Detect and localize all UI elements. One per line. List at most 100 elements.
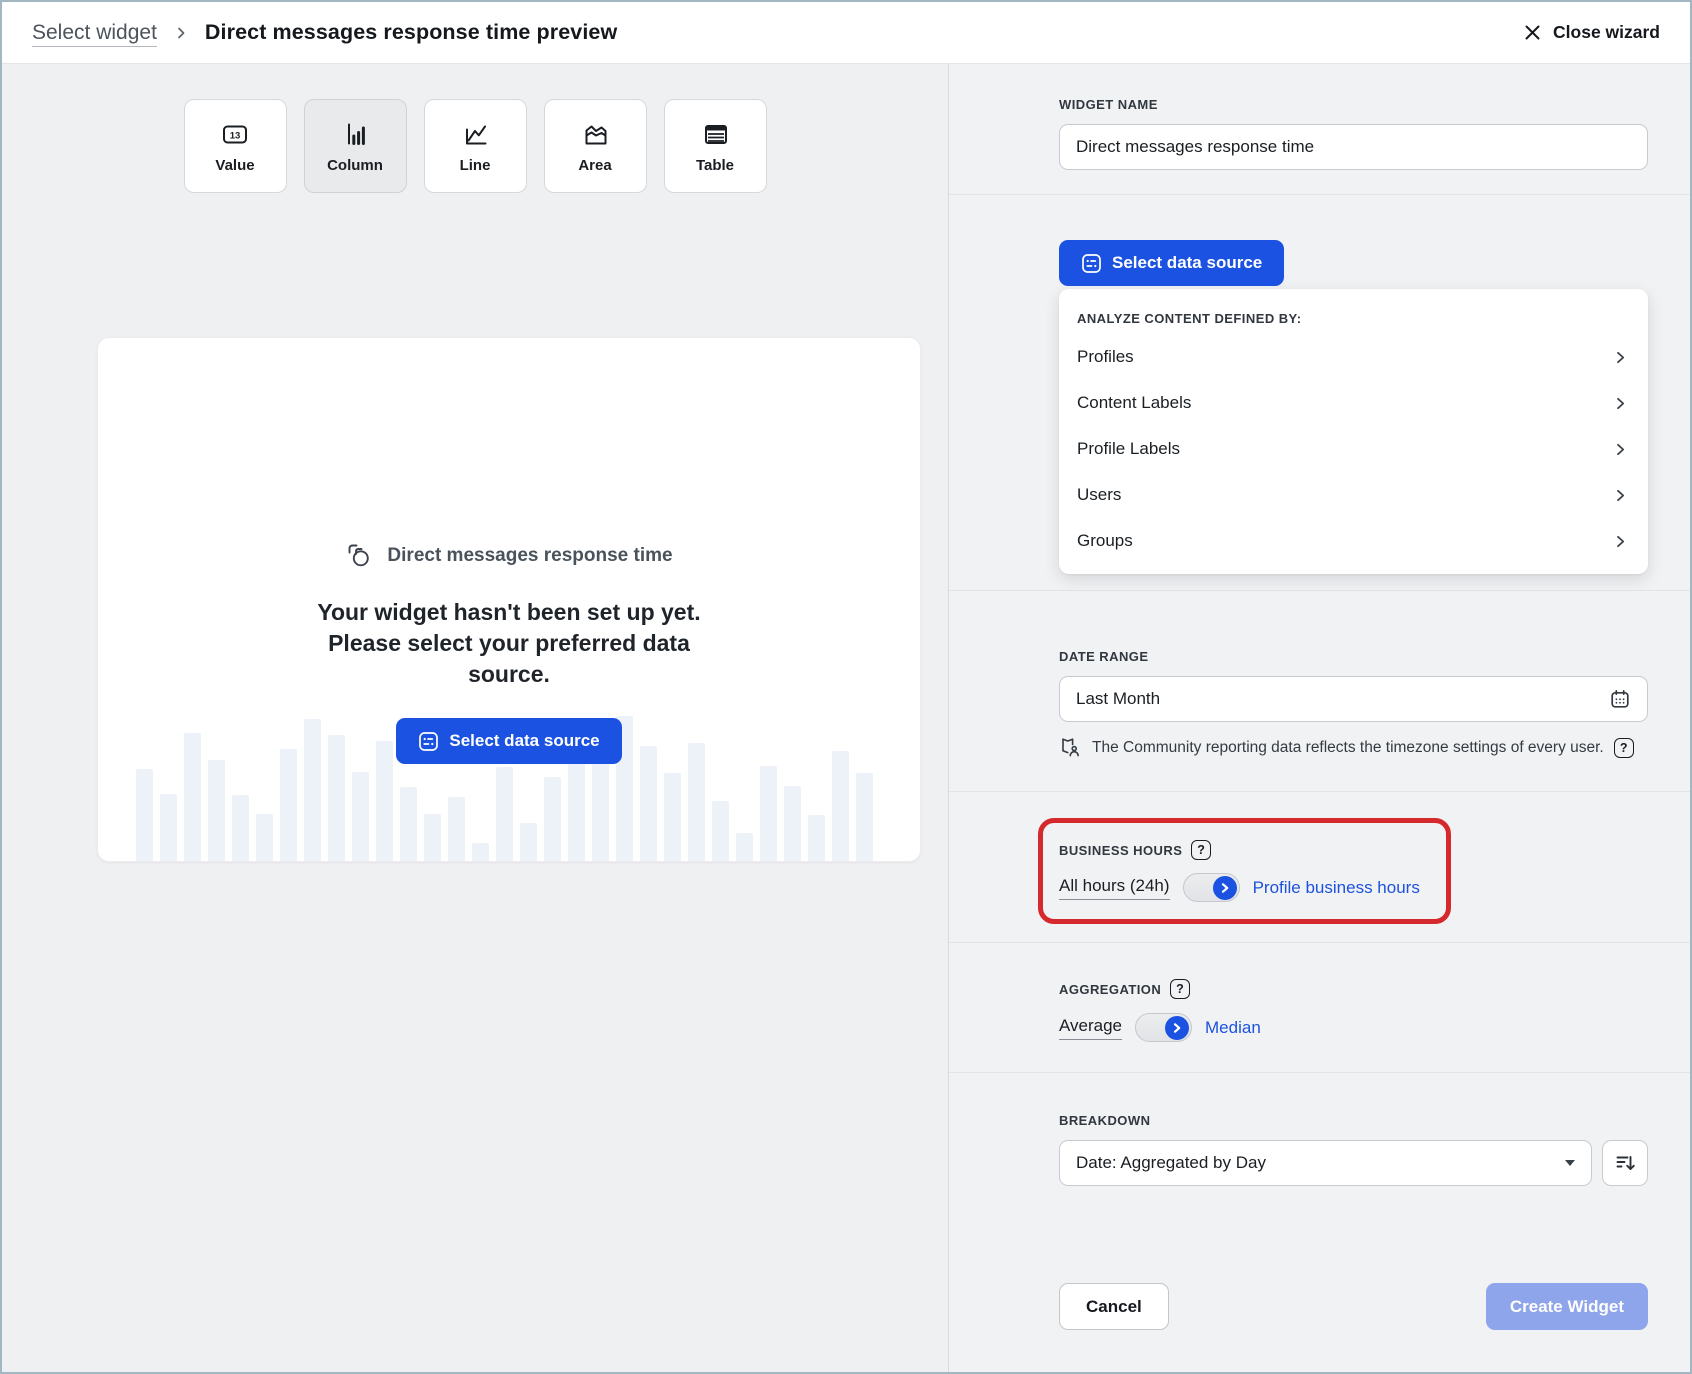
data-source-option[interactable]: Content Labels: [1059, 380, 1648, 426]
preview-bar: [760, 766, 777, 861]
business-hours-help-icon[interactable]: ?: [1191, 840, 1212, 860]
preview-bar: [592, 761, 609, 861]
widget-type-line[interactable]: Line: [423, 99, 527, 193]
preview-bar: [352, 772, 369, 861]
preview-bar: [664, 773, 681, 861]
breadcrumb-chevron-icon: [173, 25, 189, 41]
preview-bar: [520, 823, 537, 861]
data-source-option[interactable]: Users: [1059, 472, 1648, 518]
breakdown-select[interactable]: Date: Aggregated by Day: [1059, 1140, 1592, 1186]
empty-state-headline: Your widget hasn't been set up yet. Plea…: [317, 599, 701, 687]
preview-bar: [712, 801, 729, 861]
data-source-option-label: Groups: [1077, 531, 1133, 550]
widget-type-label: Table: [695, 157, 735, 174]
data-source-option[interactable]: Groups: [1059, 518, 1648, 564]
preview-bars: [136, 716, 873, 861]
preview-bar: [568, 733, 585, 861]
date-range-label: DATE RANGE: [1059, 649, 1149, 664]
toggle-knob-icon: [1165, 1015, 1190, 1040]
date-range-select[interactable]: Last Month: [1059, 676, 1648, 722]
business-hours-label-row: BUSINESS HOURS ?: [1059, 840, 1420, 860]
widget-type-label: Line: [459, 157, 491, 174]
preview-bar: [856, 773, 873, 861]
widget-name-label: WIDGET NAME: [1059, 97, 1158, 112]
preview-bar: [736, 833, 753, 861]
data-source-option[interactable]: Profiles: [1059, 334, 1648, 380]
aggregation-help-icon[interactable]: ?: [1170, 979, 1191, 999]
preview-bar: [424, 814, 441, 861]
data-source-dropdown-header: ANALYZE CONTENT DEFINED BY:: [1077, 311, 1302, 326]
business-hours-toggle[interactable]: [1182, 873, 1240, 902]
widget-preview-card: Direct messages response time Your widge…: [97, 337, 921, 862]
timezone-info-row: The Community reporting data reflects th…: [1059, 736, 1648, 759]
average-option[interactable]: Average: [1059, 1016, 1123, 1040]
aggregation-label-row: AGGREGATION ?: [1059, 979, 1648, 999]
preview-bar: [472, 843, 489, 861]
all-hours-option[interactable]: All hours (24h): [1059, 876, 1170, 900]
data-source-section: Select data source ANALYZE CONTENT DEFIN…: [949, 195, 1690, 591]
data-source-option-list: Profiles Content Labels Profile Labels: [1059, 334, 1648, 564]
community-timezone-icon: [1062, 738, 1079, 757]
timezone-info-text: The Community reporting data reflects th…: [1092, 738, 1604, 756]
breadcrumb-select-widget[interactable]: Select widget: [32, 20, 157, 44]
calendar-icon: [1611, 689, 1629, 708]
preview-bar: [784, 786, 801, 861]
caret-down-icon: [1565, 1160, 1575, 1166]
close-wizard-button[interactable]: Close wizard: [1523, 22, 1660, 43]
page-title: Direct messages response time preview: [204, 20, 618, 44]
data-source-option[interactable]: Profile Labels: [1059, 426, 1648, 472]
preview-bar: [400, 787, 417, 861]
profile-business-hours-option[interactable]: Profile business hours: [1252, 877, 1420, 897]
close-icon: [1525, 25, 1540, 40]
chevron-right-icon: [1617, 443, 1625, 455]
preview-bar: [448, 797, 465, 861]
business-hours-toggle-row: All hours (24h) Profile business hours: [1059, 873, 1420, 902]
aggregation-toggle[interactable]: [1135, 1013, 1193, 1042]
widget-type-area[interactable]: Area: [543, 99, 647, 193]
preview-bar: [640, 746, 657, 861]
preview-bar: [256, 814, 273, 861]
svg-text:13: 13: [230, 131, 241, 142]
select-data-source-button[interactable]: Select data source: [1059, 240, 1285, 286]
widget-placeholder-icon: [348, 544, 370, 567]
create-widget-button[interactable]: Create Widget: [1485, 1283, 1648, 1330]
data-source-option-label: Profiles: [1077, 347, 1134, 366]
table-icon: [705, 125, 727, 144]
wizard-header: Select widget Direct messages response t…: [2, 2, 1690, 64]
widget-settings-panel: WIDGET NAME Select data source ANALYZE C…: [948, 64, 1690, 1372]
median-option[interactable]: Median: [1205, 1017, 1261, 1037]
widget-name-input[interactable]: [1059, 124, 1648, 170]
value-widget-icon: 13: [223, 125, 247, 144]
sort-order-button[interactable]: [1602, 1140, 1648, 1186]
aggregation-label: AGGREGATION: [1059, 981, 1162, 997]
preview-widget-title: Direct messages response time: [387, 545, 673, 566]
widget-type-label: Area: [578, 157, 612, 174]
widget-type-column[interactable]: Column: [303, 99, 407, 193]
business-hours-section: BUSINESS HOURS ? All hours (24h) Profile…: [949, 792, 1690, 943]
business-hours-highlight: BUSINESS HOURS ? All hours (24h) Profile…: [1038, 818, 1451, 924]
chevron-right-icon: [1617, 535, 1625, 547]
breakdown-value: Date: Aggregated by Day: [1076, 1153, 1266, 1172]
preview-bar: [496, 767, 513, 861]
preview-bar: [688, 743, 705, 861]
preview-widget-title-row: Direct messages response time: [345, 541, 673, 571]
widget-type-selector: 13 Value Column Line Area Table: [2, 99, 948, 193]
data-source-icon: [419, 731, 439, 751]
preview-bar: [208, 760, 225, 861]
widget-type-value[interactable]: 13 Value: [183, 99, 287, 193]
chevron-right-icon: [1617, 397, 1625, 409]
widget-name-section: WIDGET NAME: [949, 64, 1690, 195]
data-source-option-label: Profile Labels: [1077, 439, 1181, 458]
widget-type-table[interactable]: Table: [663, 99, 767, 193]
cancel-button[interactable]: Cancel: [1059, 1283, 1169, 1330]
date-range-value: Last Month: [1076, 689, 1161, 708]
timezone-help-icon[interactable]: ?: [1613, 737, 1634, 758]
data-source-option-label: Users: [1077, 485, 1122, 504]
preview-bar: [832, 751, 849, 861]
select-data-source-button-preview[interactable]: Select data source: [396, 718, 622, 764]
area-chart-icon: [585, 125, 607, 145]
toggle-knob-icon: [1212, 875, 1237, 900]
preview-bar: [136, 769, 153, 861]
select-data-source-label: Select data source: [1112, 253, 1263, 272]
